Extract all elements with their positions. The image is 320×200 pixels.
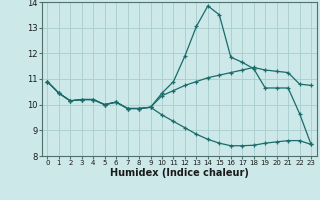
X-axis label: Humidex (Indice chaleur): Humidex (Indice chaleur)	[110, 168, 249, 178]
